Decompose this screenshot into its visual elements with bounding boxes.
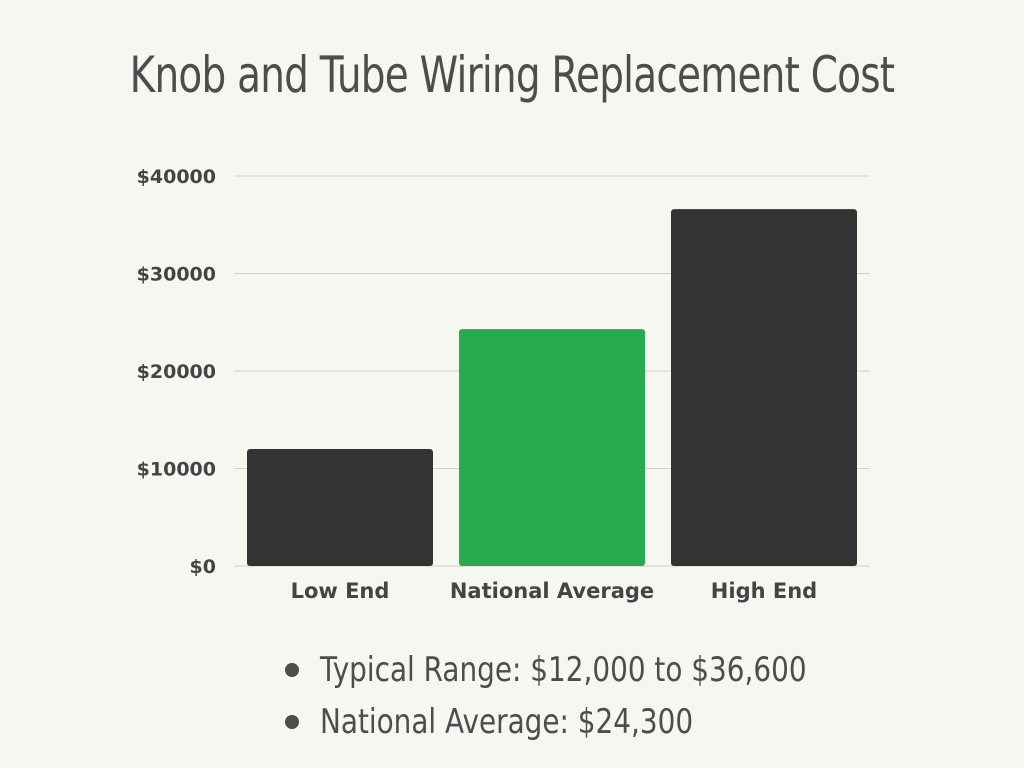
bullet-icon — [285, 715, 299, 729]
x-category-label: Low End — [291, 579, 390, 603]
summary-item-typical-range: Typical Range: $12,000 to $36,600 — [285, 644, 913, 696]
summary-text: National Average: $24,300 — [320, 702, 694, 742]
bars — [247, 209, 857, 566]
summary-item-national-average: National Average: $24,300 — [285, 696, 913, 748]
x-category-label: National Average — [450, 579, 654, 603]
bar-high-end — [671, 209, 857, 566]
bar-national-average — [459, 329, 645, 566]
summary-list: Typical Range: $12,000 to $36,600 Nation… — [285, 644, 913, 748]
chart-title: Knob and Tube Wiring Replacement Cost — [129, 46, 895, 104]
y-tick-label: $0 — [190, 556, 216, 578]
summary-text: Typical Range: $12,000 to $36,600 — [320, 650, 807, 690]
y-axis-ticks: $0 $10000 $20000 $30000 $40000 — [137, 166, 216, 578]
x-axis-categories: Low End National Average High End — [291, 579, 818, 603]
x-category-label: High End — [711, 579, 817, 603]
y-tick-label: $10000 — [137, 459, 216, 481]
y-tick-label: $20000 — [137, 361, 216, 383]
y-tick-label: $40000 — [137, 166, 216, 188]
bullet-icon — [285, 663, 299, 677]
bar-chart: $0 $10000 $20000 $30000 $40000 Low End Nation… — [137, 166, 870, 603]
y-tick-label: $30000 — [137, 264, 216, 286]
bar-low-end — [247, 449, 433, 566]
